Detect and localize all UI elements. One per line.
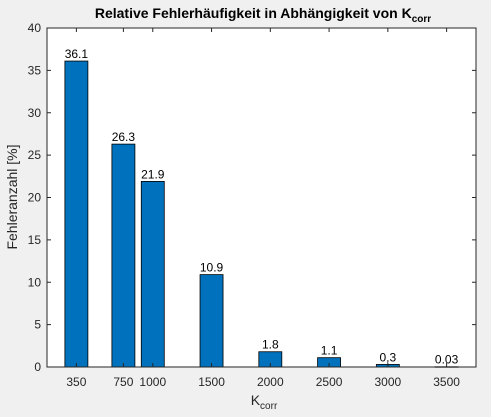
- chart-title: Relative Fehlerhäufigkeit in Abhängigkei…: [95, 5, 431, 25]
- x-tick-label: 2500: [316, 375, 343, 389]
- bar-value-label: 26.3: [112, 130, 136, 144]
- x-axis-label: Kcorr: [251, 392, 278, 412]
- bars-group: [64, 60, 459, 368]
- x-axis: 350 750 1000 1500 2000 2500 3000 3500: [66, 28, 460, 389]
- x-tick-label: 1000: [139, 375, 166, 389]
- x-tick-label: 2000: [257, 375, 284, 389]
- x-tick-label: 350: [66, 375, 86, 389]
- x-tick-label: 1500: [198, 375, 225, 389]
- x-axis-label-subscript: corr: [260, 401, 278, 412]
- bar-value-label: 1.1: [321, 344, 338, 358]
- bar-value-label: 36.1: [65, 47, 89, 61]
- y-tick-label: 30: [28, 106, 42, 120]
- y-tick-label: 35: [28, 63, 42, 77]
- x-tick-label: 750: [113, 375, 133, 389]
- bar-value-label: 0.03: [435, 353, 459, 367]
- y-tick-label: 10: [28, 275, 42, 289]
- y-tick-label: 5: [34, 318, 41, 332]
- x-tick-label: 3500: [433, 375, 460, 389]
- y-tick-label: 20: [28, 191, 42, 205]
- x-tick-label: 3000: [374, 375, 401, 389]
- bar: [140, 180, 165, 368]
- y-tick-label: 25: [28, 148, 42, 162]
- y-tick-label: 40: [28, 21, 42, 35]
- y-axis-label: Fehleranzahl [%]: [4, 144, 20, 249]
- plot-area: [47, 28, 476, 367]
- y-axis: 0 5 10 15 20 25 30 35 40: [28, 21, 476, 374]
- bar: [111, 143, 136, 368]
- chart-title-subscript: corr: [412, 14, 432, 25]
- bar-value-label: 10.9: [200, 261, 224, 275]
- bar-value-label: 21.9: [141, 167, 165, 181]
- bar: [199, 274, 224, 368]
- bar: [64, 60, 89, 368]
- y-tick-label: 0: [34, 360, 41, 374]
- bar-value-label: 0,3: [380, 350, 397, 364]
- bar-labels-group: 36.1 26.3 21.9 10.9 1.8 1.1 0,3 0.03: [65, 47, 459, 367]
- y-tick-label: 15: [28, 233, 42, 247]
- bar-value-label: 1.8: [262, 338, 279, 352]
